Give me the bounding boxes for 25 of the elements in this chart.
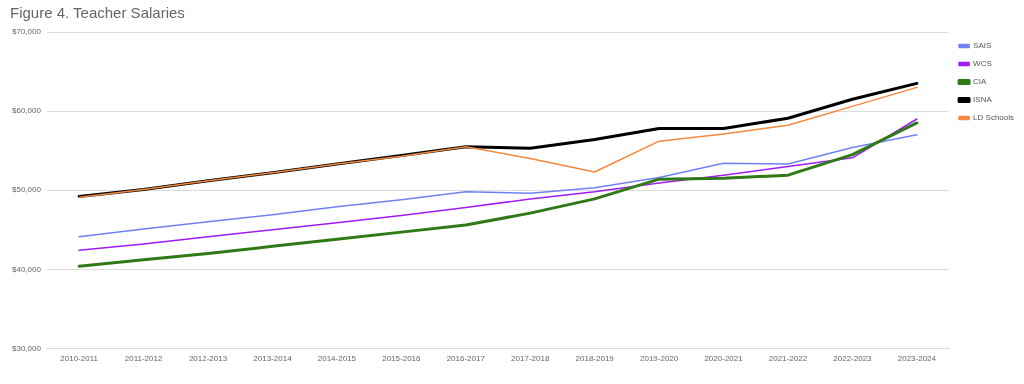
x-tick-label: 2023-2024 [897,354,937,364]
x-tick-label: 2013-2014 [253,354,293,364]
x-tick-label: 2010-2011 [60,354,99,364]
x-tick-label: 2022-2023 [833,354,873,364]
y-tick-label: $60,000 [12,106,42,116]
x-tick-label: 2014-2015 [317,354,357,364]
x-tick-label: 2021-2022 [768,354,808,364]
legend-label: ISNA [973,95,993,105]
y-tick-label: $30,000 [12,343,42,353]
legend-label: SAIS [973,41,992,51]
y-tick-label: $70,000 [12,27,42,37]
x-tick-label: 2015-2016 [382,354,422,364]
x-tick-label: 2017-2018 [511,354,550,364]
x-tick-label: 2016-2017 [446,354,486,364]
y-tick-label: $40,000 [12,264,42,274]
x-tick-label: 2012-2013 [188,354,228,364]
legend-label: CIA [973,77,988,87]
legend-label: WCS [973,59,992,69]
x-tick-label: 2018-2019 [575,354,615,364]
x-tick-label: 2019-2020 [639,354,679,364]
y-tick-label: $50,000 [12,185,42,195]
x-tick-label: 2020-2021 [704,354,744,364]
chart-title: Figure 4. Teacher Salaries [10,4,185,21]
legend-label: LD Schools [973,113,1015,123]
x-tick-label: 2011-2012 [124,354,163,364]
